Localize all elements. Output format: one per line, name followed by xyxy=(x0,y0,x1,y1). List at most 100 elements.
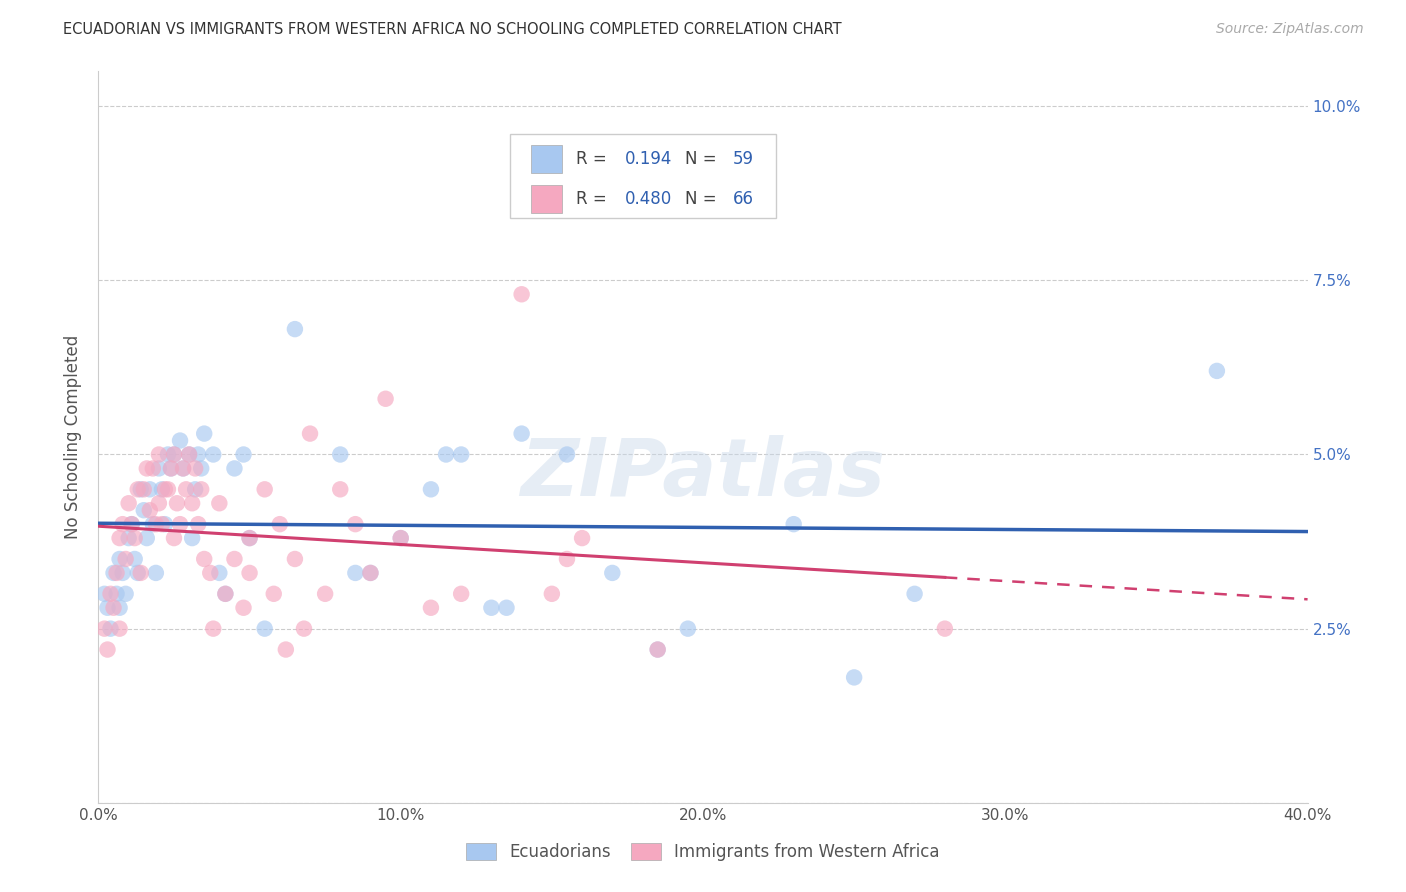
Point xyxy=(284,552,307,566)
Point xyxy=(172,461,194,475)
FancyBboxPatch shape xyxy=(531,186,561,213)
Point xyxy=(139,483,162,497)
Point xyxy=(163,448,186,462)
Point xyxy=(360,566,382,580)
Text: N =: N = xyxy=(685,150,721,168)
Point xyxy=(434,448,457,462)
Point xyxy=(190,461,212,475)
Point xyxy=(344,517,367,532)
Point xyxy=(127,483,149,497)
Point xyxy=(163,531,186,545)
Point xyxy=(481,600,503,615)
Point xyxy=(232,600,254,615)
Point xyxy=(360,566,382,580)
Point xyxy=(184,483,207,497)
Point xyxy=(153,483,176,497)
Point xyxy=(555,448,578,462)
Point xyxy=(118,531,141,545)
Point xyxy=(208,496,231,510)
Point xyxy=(118,496,141,510)
Point xyxy=(139,503,162,517)
Point xyxy=(844,670,866,684)
Point xyxy=(156,448,179,462)
Point xyxy=(181,496,204,510)
Point xyxy=(329,448,352,462)
Point xyxy=(105,566,128,580)
Point xyxy=(450,448,472,462)
Point xyxy=(224,552,246,566)
Point xyxy=(179,448,201,462)
Point xyxy=(904,587,927,601)
Point xyxy=(344,566,367,580)
Point xyxy=(132,483,155,497)
Point xyxy=(284,322,307,336)
Point xyxy=(145,566,167,580)
Point xyxy=(420,483,443,497)
Point xyxy=(239,531,262,545)
Point xyxy=(129,566,152,580)
Point xyxy=(783,517,806,532)
Point xyxy=(269,517,291,532)
Point xyxy=(135,461,157,475)
Point xyxy=(93,622,115,636)
Point xyxy=(108,622,131,636)
Point xyxy=(145,517,167,532)
Point xyxy=(571,531,593,545)
Point xyxy=(200,566,222,580)
Point xyxy=(105,587,128,601)
Point xyxy=(510,426,533,441)
Point xyxy=(179,448,201,462)
Point xyxy=(374,392,396,406)
Point xyxy=(329,483,352,497)
Text: R =: R = xyxy=(576,190,612,208)
Point xyxy=(121,517,143,532)
Point xyxy=(163,448,186,462)
Legend: Ecuadorians, Immigrants from Western Africa: Ecuadorians, Immigrants from Western Afr… xyxy=(460,836,946,868)
Point xyxy=(193,426,215,441)
Point xyxy=(121,517,143,532)
Text: 0.480: 0.480 xyxy=(624,190,672,208)
Text: R =: R = xyxy=(576,150,612,168)
Text: 0.194: 0.194 xyxy=(624,150,672,168)
Point xyxy=(156,483,179,497)
Point xyxy=(142,517,165,532)
Point xyxy=(124,531,146,545)
Point xyxy=(555,552,578,566)
Point xyxy=(253,622,276,636)
Point xyxy=(114,587,136,601)
Point xyxy=(111,566,134,580)
Point xyxy=(190,483,212,497)
Point xyxy=(169,434,191,448)
Text: ZIPatlas: ZIPatlas xyxy=(520,434,886,513)
Point xyxy=(202,448,225,462)
Point xyxy=(389,531,412,545)
Text: 66: 66 xyxy=(734,190,754,208)
Point xyxy=(93,587,115,601)
Point xyxy=(103,600,125,615)
Point xyxy=(153,517,176,532)
Point xyxy=(108,600,131,615)
Point xyxy=(150,517,173,532)
Point xyxy=(450,587,472,601)
Point xyxy=(495,600,517,615)
Point xyxy=(100,587,122,601)
Point xyxy=(214,587,236,601)
Point xyxy=(934,622,956,636)
Point xyxy=(420,600,443,615)
Point xyxy=(540,587,562,601)
Point xyxy=(135,531,157,545)
Point xyxy=(148,496,170,510)
Point xyxy=(100,622,122,636)
Point xyxy=(184,461,207,475)
Point xyxy=(114,552,136,566)
Point xyxy=(299,426,322,441)
Point xyxy=(389,531,412,545)
Point xyxy=(676,622,699,636)
Point xyxy=(208,566,231,580)
Point xyxy=(647,642,669,657)
Point xyxy=(124,552,146,566)
Point xyxy=(166,496,188,510)
Point xyxy=(193,552,215,566)
Point xyxy=(214,587,236,601)
Point xyxy=(239,531,262,545)
